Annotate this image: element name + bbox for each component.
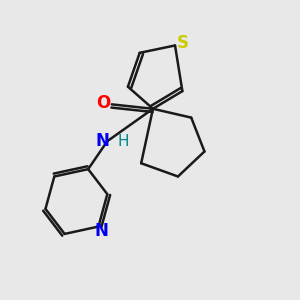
Text: N: N: [94, 222, 108, 240]
Text: O: O: [96, 94, 110, 112]
Text: N: N: [95, 132, 109, 150]
Text: S: S: [176, 34, 188, 52]
Text: H: H: [118, 134, 129, 149]
